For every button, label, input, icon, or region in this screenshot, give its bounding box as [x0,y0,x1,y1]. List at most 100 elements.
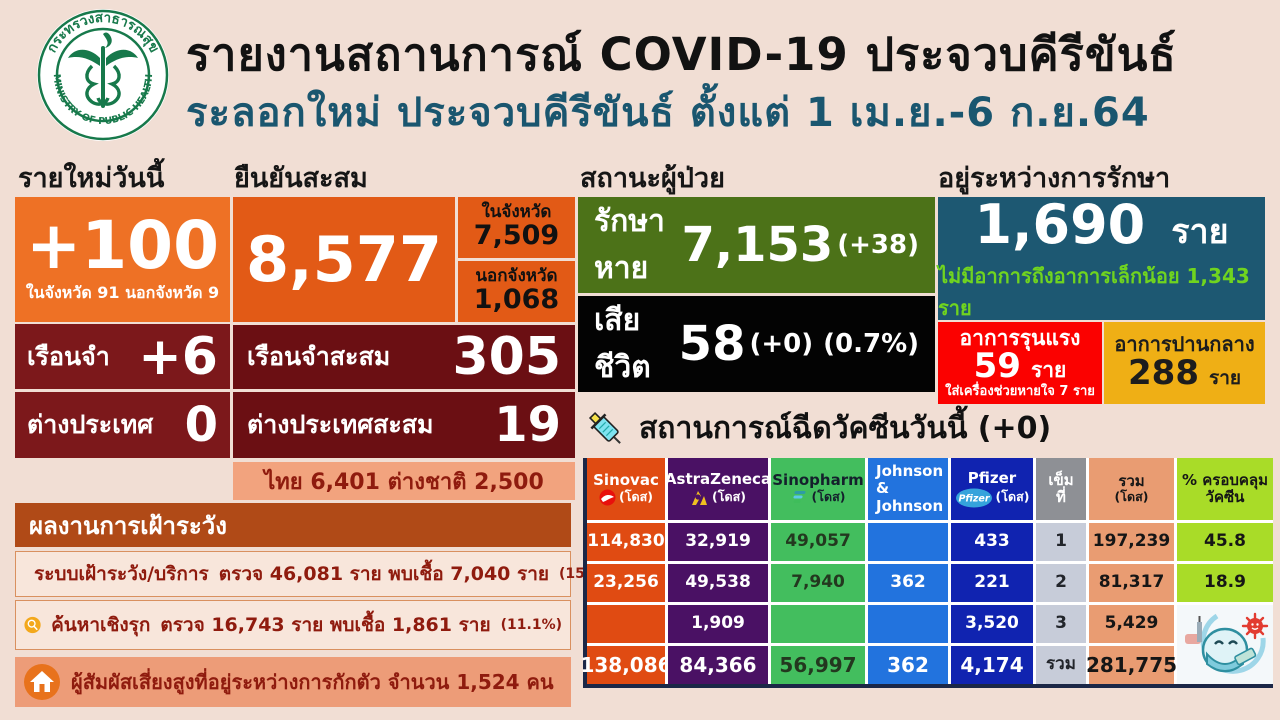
active-finding-value: ตรวจ 16,743 ราย พบเชื้อ 1,861 ราย [160,614,491,636]
cell-coverage-dose1: 45.8 [1177,523,1273,561]
recovered-label: รักษาหาย [594,204,665,286]
cell-grand-total: 281,775 [1086,646,1177,684]
active-finding-pct: (11.1%) [500,617,562,633]
prison-cum-label: เรือนจำสะสม [247,342,391,371]
vaccine-cartoon-cell [1177,605,1273,684]
search-icon [24,616,41,634]
new-cases-box: +100 ในจังหวัด 91 นอกจังหวัด 9 [15,197,230,322]
cumulative-value: 8,577 [245,223,443,296]
cell-sinopharm-dose2: 7,940 [771,564,865,602]
cumulative-abroad-box: ต่างประเทศสะสม 19 [233,392,575,458]
cumulative-box: 8,577 [233,197,455,322]
cell-pfizer-dose1: 433 [951,523,1033,561]
col-header-astrazeneca: AstraZeneca (โดส) [665,458,771,520]
cell-sinovac-dose2: 23,256 [587,564,665,602]
cell-total-dose1: 197,239 [1089,523,1174,561]
nationality-note: ไทย 6,401 ต่างชาติ 2,500 [233,462,575,500]
cell-sinopharm-dose3 [771,605,865,643]
col-header-johnson: Johnson & Johnson [868,458,948,520]
cell-dose-number-3: 3 [1036,605,1086,643]
death-box: เสียชีวิต 58 (+0) (0.7%) [578,296,935,392]
surveillance-row-active-finding: ค้นหาเชิงรุก ตรวจ 16,743 ราย พบเชื้อ 1,8… [15,600,571,650]
heading-in-treatment: อยู่ระหว่างการรักษา [938,163,1171,194]
cumulative-out-province-box: นอกจังหวัด 1,068 [458,261,575,322]
mild-note: ไม่มีอาการถึงอาการเล็กน้อย 1,343 ราย [938,264,1250,320]
cumulative-prison-box: เรือนจำสะสม 305 [233,325,575,389]
col-header-sinovac: Sinovac (โดส) [587,458,665,520]
active-value: 1,690 [974,193,1146,256]
cell-sinovac-dose1: 114,830 [587,523,665,561]
cell-sinopharm-dose1: 49,057 [771,523,865,561]
death-value: 58 [678,316,746,372]
vaccine-title: สถานการณ์ฉีดวัคซีนวันนี้ (+0) [639,411,1052,446]
recovered-box: รักษาหาย 7,153 (+38) [578,197,935,293]
cell-dose-number-1: 1 [1036,523,1086,561]
syringe-icon [588,411,621,444]
out-province-value: 1,068 [473,284,560,316]
death-label: เสียชีวิต [594,303,651,385]
sinopharm-icon [793,490,806,503]
in-province-value: 7,509 [473,220,560,252]
caduceus-icon [68,32,138,108]
abroad-value: 0 [184,397,218,453]
moderate-label: อาการปานกลาง [1114,332,1255,357]
cell-az-dose3: 1,909 [668,605,768,643]
new-cases-value: +100 [25,207,220,284]
moderate-box: อาการปานกลาง 288 ราย [1104,322,1265,404]
col-header-total: รวม (โดส) [1089,458,1174,520]
home-icon [24,664,60,700]
cell-jj-dose3 [868,605,948,643]
vaccine-table: Sinovac (โดส) AstraZeneca (โดส) S [580,458,1273,688]
new-prison-box: เรือนจำ +6 [15,324,230,389]
astrazeneca-icon [692,491,708,506]
cell-jj-dose2: 362 [868,564,948,602]
quarantine-text: ผู้สัมผัสเสี่ยงสูงที่อยู่ระหว่างการกักตั… [71,670,554,694]
cell-pfizer-dose3: 3,520 [951,605,1033,643]
heading-new-today: รายใหม่วันนี้ [18,163,165,194]
out-province-label: นอกจังหวัด [475,266,558,287]
sinovac-icon [599,489,616,506]
col-header-dose-number: เข็ม ที่ [1036,458,1086,520]
abroad-cum-value: 19 [494,397,561,453]
vaccine-title-row: สถานการณ์ฉีดวัคซีนวันนี้ (+0) [583,405,1051,452]
cell-pfizer-total: 4,174 [951,646,1033,684]
active-unit: ราย [1171,212,1229,252]
cumulative-in-province-box: ในจังหวัด 7,509 [458,197,575,258]
death-delta: (+0) [749,329,814,359]
cell-az-dose1: 32,919 [668,523,768,561]
abroad-label: ต่างประเทศ [27,410,154,439]
svg-text:Pfizer: Pfizer [958,493,990,504]
cell-total-label: รวม [1036,646,1086,684]
report-subtitle: ระลอกใหม่ ประจวบคีรีขันธ์ ตั้งแต่ 1 เม.ย… [186,90,1150,136]
cell-dose-number-2: 2 [1036,564,1086,602]
report-title: รายงานสถานการณ์ COVID-19 ประจวบคีรีขันธ์ [186,28,1177,81]
severe-label: อาการรุนแรง [959,326,1081,351]
surveillance-service-label: ระบบเฝ้าระวัง/บริการ [34,563,209,585]
severe-unit: ราย [1030,358,1067,383]
surveillance-heading: ผลงานการเฝ้าระวัง [15,503,571,547]
cell-total-dose3: 5,429 [1089,605,1174,643]
surveillance-row-quarantine: ผู้สัมผัสเสี่ยงสูงที่อยู่ระหว่างการกักตั… [15,657,571,707]
cell-total-dose2: 81,317 [1089,564,1174,602]
prison-value: +6 [138,326,218,387]
cell-jj-total: 362 [868,646,948,684]
abroad-cum-label: ต่างประเทศสะสม [247,410,434,439]
moderate-unit: ราย [1208,367,1241,390]
col-header-sinopharm: Sinopharm (โดส) [771,458,865,520]
new-abroad-box: ต่างประเทศ 0 [15,392,230,458]
heading-status: สถานะผู้ป่วย [580,163,725,194]
col-header-coverage: % ครอบคลุม วัคซีน [1177,458,1273,520]
cell-az-dose2: 49,538 [668,564,768,602]
cell-jj-dose1 [868,523,948,561]
recovered-value: 7,153 [681,217,834,273]
prison-cum-value: 305 [452,327,561,387]
cell-sinovac-total: 138,086 [580,646,672,684]
cell-sinopharm-total: 56,997 [771,646,865,684]
cell-pfizer-dose2: 221 [951,564,1033,602]
pfizer-logo: Pfizer [955,488,992,508]
recovered-delta: (+38) [837,230,919,260]
col-header-pfizer: Pfizer Pfizer (โดส) [951,458,1033,520]
moph-logo: กระทรวงสาธารณสุข MINISTRY OF PUBLIC HEAL… [37,9,169,141]
prison-label: เรือนจำ [27,341,110,371]
severe-value: 59 [973,346,1021,387]
